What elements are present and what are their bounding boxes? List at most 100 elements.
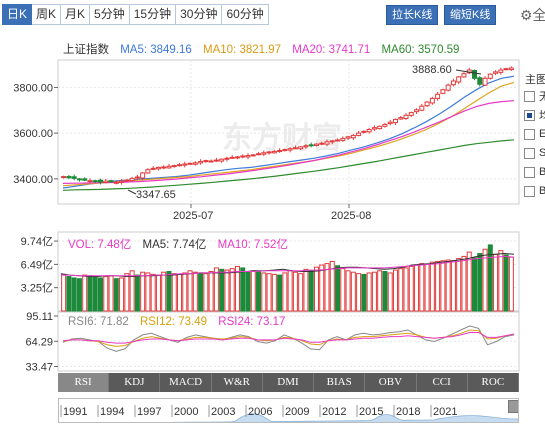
checkbox-icon[interactable] (524, 128, 535, 140)
candle-body (392, 118, 398, 124)
volume-bar (498, 250, 504, 312)
volume-bar (182, 272, 188, 312)
timeline-navigator[interactable]: 1991 1994 1997 2000 2003 2006 2009 2012 2015 2018… (58, 398, 519, 423)
index-name: 上证指数 (63, 44, 109, 56)
volume-bar (92, 276, 98, 312)
candle-body (124, 179, 130, 182)
candle-body (493, 71, 499, 74)
candle-body (240, 155, 246, 158)
indicator-tabs: RSI KDJ MACD W&R DMI BIAS OBV CCI ROC (58, 373, 519, 392)
candle-body (250, 154, 256, 157)
ma5-legend: MA5: 3849.16 (120, 44, 192, 56)
main-option-label: SAR (539, 147, 545, 159)
volume-bar (477, 253, 483, 312)
volume-bar (282, 272, 288, 312)
indicator-tab-macd[interactable]: MACD (160, 373, 212, 392)
candle-body (213, 159, 219, 162)
candle-body (340, 138, 346, 141)
timeline-year-label: 2018 (396, 406, 420, 418)
main-option-label: BOLL (539, 166, 545, 178)
candle-body (282, 149, 288, 152)
tab-6[interactable]: 60分钟 (222, 4, 269, 25)
volume-bar (71, 277, 77, 312)
candle-body (424, 101, 430, 107)
candle-body (76, 178, 82, 181)
volume-bar (229, 268, 235, 312)
main-chart-options-title: 主图 (525, 74, 545, 86)
settings-gear-icon[interactable]: ⚙全 (520, 7, 545, 23)
volume-bar (335, 265, 341, 312)
checkbox-icon[interactable] (524, 185, 535, 197)
stretch-kline-button[interactable]: 拉长K线 (386, 5, 439, 25)
candle-body (161, 166, 167, 169)
tab-5[interactable]: 30分钟 (176, 4, 223, 25)
shrink-kline-button[interactable]: 缩短K线 (444, 5, 497, 25)
candle-body (387, 121, 393, 125)
checkbox-icon[interactable] (524, 90, 535, 102)
volume-bar (219, 268, 225, 312)
tab-2[interactable]: 月K (61, 4, 91, 25)
main-legend: 上证指数 MA5: 3849.16 MA10: 3821.97 MA20: 37… (63, 41, 467, 57)
volume-bar (340, 268, 346, 312)
candle-body (461, 73, 467, 78)
ma-line-ma10 (62, 81, 515, 187)
tab-4[interactable]: 15分钟 (129, 4, 177, 25)
high-annotation: 3888.60 (412, 64, 452, 76)
volume-bar (303, 268, 309, 312)
candle-body (361, 130, 367, 133)
main-option-0[interactable]: 无 (524, 89, 545, 103)
candle-body (377, 125, 383, 130)
indicator-tab-roc[interactable]: ROC (468, 373, 519, 392)
volume-bar (161, 271, 167, 312)
volume-bar (140, 271, 146, 312)
checkbox-icon[interactable] (524, 166, 535, 178)
tab-1[interactable]: 周K (32, 4, 62, 25)
candle-body (113, 181, 119, 184)
volume-bar (245, 271, 251, 312)
volume-bar (171, 273, 177, 312)
candle-body (350, 134, 356, 139)
watermark: 东方财富 (222, 121, 342, 155)
candle-body (61, 176, 67, 179)
candle-body (335, 139, 341, 142)
main-option-2[interactable]: EXPMA (524, 127, 545, 141)
volume-bar (287, 270, 293, 312)
indicator-tab-bias[interactable]: BIAS (314, 373, 366, 392)
candle-body (261, 152, 267, 155)
volume-bar (313, 266, 319, 312)
indicator-tab-rsi[interactable]: RSI (58, 373, 110, 392)
indicator-tab-w&r[interactable]: W&R (212, 373, 263, 392)
candle-body (182, 163, 188, 166)
checkbox-icon[interactable] (524, 109, 535, 121)
indicator-tab-cci[interactable]: CCI (417, 373, 468, 392)
rsi-tick-label: 33.47 (25, 362, 53, 374)
volume-bar (308, 270, 314, 312)
tab-0[interactable]: 日K (2, 4, 33, 25)
volume-bar (166, 271, 172, 312)
volume-bar (277, 274, 283, 312)
indicator-tab-dmi[interactable]: DMI (263, 373, 315, 392)
volume-bar (408, 265, 414, 312)
candle-body (345, 136, 351, 139)
indicator-tab-obv[interactable]: OBV (365, 373, 417, 392)
candle-body (408, 112, 414, 116)
main-option-3[interactable]: SAR (524, 146, 545, 160)
candle-body (171, 165, 177, 168)
volume-bar (129, 270, 135, 312)
volume-bar (98, 277, 104, 312)
volume-bar (493, 253, 499, 312)
volume-tick-label: 9.74亿 (21, 235, 53, 248)
volume-bar (482, 248, 488, 312)
tab-3[interactable]: 5分钟 (90, 4, 130, 25)
indicator-tab-kdj[interactable]: KDJ (109, 373, 161, 392)
candle-body (382, 123, 388, 127)
candle-body (287, 148, 293, 151)
timeline-right-handle[interactable] (508, 400, 518, 413)
checkbox-icon[interactable] (524, 147, 535, 159)
main-option-5[interactable]: BBI (524, 184, 545, 198)
high-annotation-line (455, 69, 482, 75)
main-option-4[interactable]: BOLL (524, 165, 545, 179)
volume-bar (456, 258, 462, 312)
main-option-1[interactable]: 均线 (524, 108, 545, 122)
volume-bar (435, 260, 441, 312)
